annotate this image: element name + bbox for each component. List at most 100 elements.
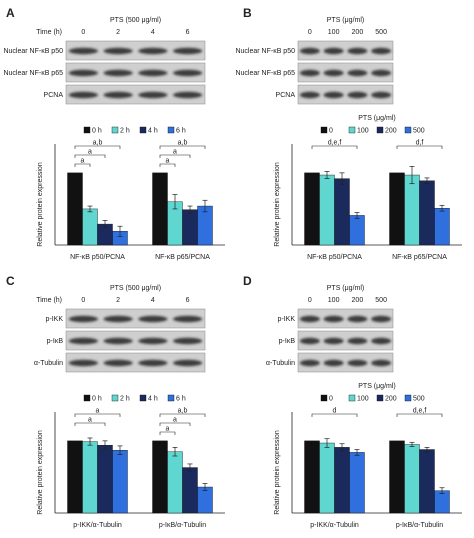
bar (389, 440, 405, 514)
bar (404, 444, 420, 514)
blot-row-label: PCNA (44, 92, 64, 99)
significance-label: d,f (416, 139, 424, 146)
error-bar (187, 205, 193, 214)
legend-label: 4 h (148, 395, 158, 402)
blot-band (68, 315, 98, 323)
lane-label: 100 (328, 297, 340, 304)
legend-label: 2 h (120, 395, 130, 402)
x-tick-label: NF-κB p65/PCNA (155, 254, 210, 261)
bar (434, 208, 450, 246)
blot-band (371, 315, 392, 323)
error-bar (202, 483, 208, 491)
blot-band (299, 359, 320, 367)
blot-band (103, 47, 133, 55)
lane-label: 2 (116, 29, 120, 36)
blot-row-label: p-IκB (47, 338, 64, 345)
significance-bracket (159, 431, 176, 435)
bar (334, 447, 350, 514)
blot-band (68, 47, 98, 55)
legend-swatch (111, 394, 119, 402)
legend-label: 4 h (148, 127, 158, 134)
blot-band (299, 47, 320, 55)
blot-band (173, 315, 203, 323)
blot-band (68, 91, 98, 99)
lane-label: 100 (328, 29, 340, 36)
legend-label: 6 h (176, 395, 186, 402)
blot-row-label: p-IκB (279, 338, 296, 345)
x-tick-label: p-IKK/α-Tubulin (310, 522, 359, 529)
lane-label: 4 (151, 297, 155, 304)
significance-bracket (159, 145, 206, 149)
significance-label: a (88, 148, 92, 155)
legend-label: 0 (329, 127, 333, 134)
blot-band (138, 69, 168, 77)
bar (419, 180, 435, 246)
legend-swatch (348, 126, 356, 134)
legend-swatch (348, 394, 356, 402)
bar (349, 452, 365, 514)
lane-label: 0 (308, 29, 312, 36)
lane-label: 500 (375, 297, 387, 304)
blot-band (371, 69, 392, 77)
blot-strip (297, 40, 394, 61)
x-tick-label: NF-κB p50/PCNA (70, 254, 125, 261)
blot-band (347, 47, 368, 55)
significance-bracket (74, 422, 106, 426)
legend-label: 500 (413, 127, 425, 134)
lane-label: 6 (186, 29, 190, 36)
bar (182, 467, 198, 514)
blot-row-label: α-Tubulin (266, 360, 295, 367)
bar (112, 450, 128, 514)
error-bar (339, 443, 345, 452)
bar (434, 490, 450, 514)
blot-strip (65, 84, 206, 105)
panel-letter: B (243, 6, 252, 20)
blot-row-label: Nuclear NF-κB p50 (235, 48, 295, 55)
error-bar (117, 225, 123, 237)
blot-band (323, 47, 344, 55)
error-bar (439, 204, 445, 212)
error-bar (87, 437, 93, 446)
blot-row-label: α-Tubulin (34, 360, 63, 367)
legend-label: 6 h (176, 127, 186, 134)
legend-label: 0 (329, 395, 333, 402)
panel-letter: D (243, 274, 252, 288)
blot-header: PTS (μg/ml) (327, 17, 364, 24)
blot-strip (65, 62, 206, 83)
x-tick-label: NF-κB p65/PCNA (392, 254, 447, 261)
lane-label: 0 (81, 29, 85, 36)
significance-bracket (159, 163, 176, 167)
blot-band (173, 337, 203, 345)
blot-row-label: p-IKK (45, 316, 63, 323)
error-bar (324, 171, 330, 179)
blot-strip (297, 84, 394, 105)
y-axis-label: Relative protein expression (274, 162, 281, 247)
significance-label: a (166, 425, 170, 432)
blot-band (299, 315, 320, 323)
bar (419, 449, 435, 514)
blot-band (68, 69, 98, 77)
legend-swatch (167, 126, 175, 134)
significance-label: a,b (178, 139, 188, 146)
significance-label: d,e,f (413, 407, 427, 414)
blot-strip (65, 330, 206, 351)
blot-band (347, 69, 368, 77)
bar (319, 442, 335, 514)
significance-bracket (311, 145, 358, 149)
bar (82, 441, 98, 514)
legend-swatch (139, 126, 147, 134)
blot-band (173, 47, 203, 55)
blot-band (103, 315, 133, 323)
legend-title: PTS (μg/ml) (358, 383, 395, 390)
blot-band (371, 337, 392, 345)
panel: A PTS (500 μg/ml) Time (h) 0 2 4 6 Nuclear NF-κ… (3, 6, 225, 261)
blot-band (299, 91, 320, 99)
legend-swatch (139, 394, 147, 402)
x-tick-label: p-IκB/α-Tubulin (396, 522, 443, 529)
blot-band (323, 91, 344, 99)
panel: C PTS (500 μg/ml) Time (h) 0 2 4 6 p-IKK p-IκB α-… (6, 274, 225, 529)
legend-swatch (376, 394, 384, 402)
lane-label: 200 (352, 29, 364, 36)
panel: B PTS (μg/ml) 0 100 200 500 Nuclear NF-κB p50 N… (235, 6, 462, 261)
blot-strip (297, 308, 394, 329)
